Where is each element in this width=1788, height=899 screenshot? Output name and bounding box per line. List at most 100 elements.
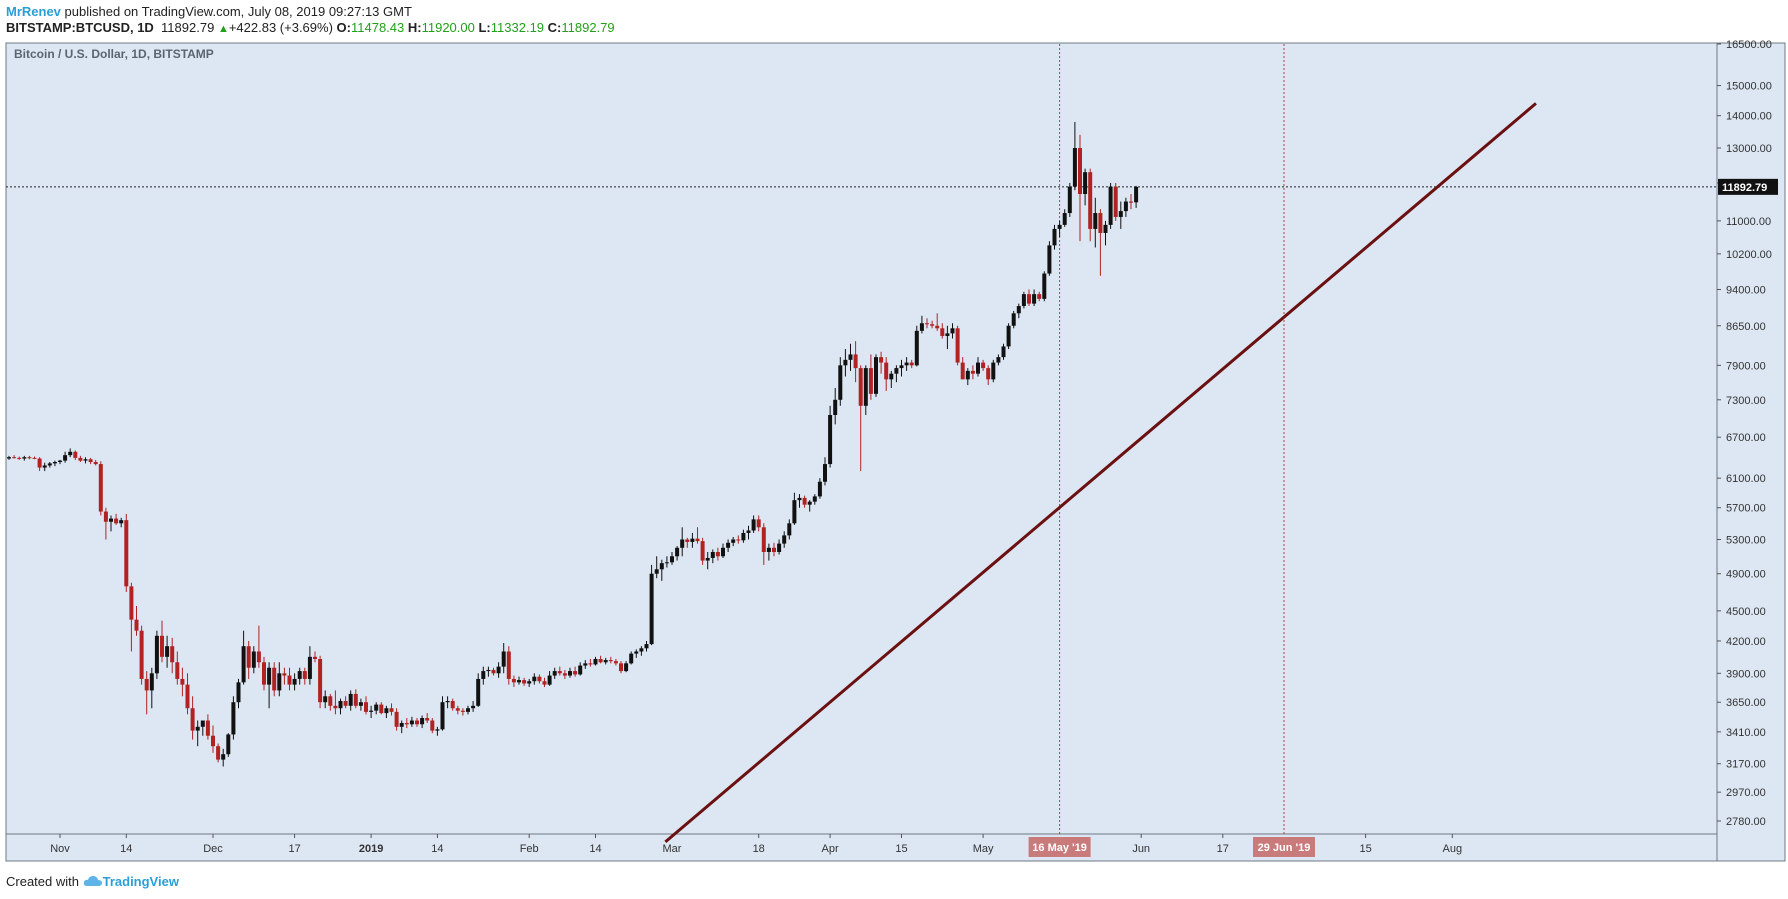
candle-body bbox=[425, 718, 430, 721]
candle-body bbox=[838, 365, 843, 400]
price-tick-label: 11000.00 bbox=[1726, 216, 1771, 228]
candle-body bbox=[751, 519, 756, 531]
candle-body bbox=[440, 702, 445, 730]
candle-body bbox=[185, 684, 190, 709]
candle-body bbox=[32, 457, 37, 459]
candle-body bbox=[272, 667, 277, 691]
ohlc-bar: BITSTAMP:BTCUSD, 1D 11892.79 ▲+422.83 (+… bbox=[6, 20, 615, 35]
candle-body bbox=[695, 538, 700, 542]
price-tick-label: 4200.00 bbox=[1726, 636, 1766, 648]
candle-body bbox=[63, 455, 68, 461]
candle-body bbox=[991, 362, 996, 380]
candle-body bbox=[537, 676, 542, 682]
candle-body bbox=[47, 463, 52, 466]
candle-body bbox=[1072, 148, 1077, 187]
candle-body bbox=[165, 646, 170, 657]
tradingview-cloud-icon bbox=[83, 875, 103, 890]
price-tick-label: 13000.00 bbox=[1726, 143, 1772, 155]
candle-body bbox=[267, 667, 272, 685]
candle-body bbox=[766, 547, 771, 553]
open-label: O: bbox=[336, 20, 351, 35]
candle-body bbox=[1006, 325, 1011, 347]
candle-body bbox=[302, 671, 307, 679]
price-tick-label: 10200.00 bbox=[1726, 249, 1772, 261]
candle-body bbox=[1047, 245, 1052, 274]
candle-body bbox=[358, 702, 363, 706]
last-price-badge-label: 11892.79 bbox=[1722, 182, 1767, 194]
candle-body bbox=[782, 535, 787, 544]
candle-body bbox=[144, 678, 149, 691]
tradingview-link[interactable]: TradingView bbox=[102, 874, 179, 889]
candle-body bbox=[501, 651, 506, 667]
trendline[interactable] bbox=[664, 102, 1537, 844]
candle-body bbox=[328, 696, 333, 706]
candle-body bbox=[175, 662, 180, 679]
price-tick-label: 2970.00 bbox=[1726, 787, 1766, 799]
candle-body bbox=[277, 673, 282, 691]
time-tick-label: 18 bbox=[753, 843, 765, 855]
candle-body bbox=[700, 541, 705, 561]
price-chart[interactable]: 2780.00 2970.00 3170.00 3410.00 3650.00 3900.… bbox=[0, 40, 1788, 864]
author-link[interactable]: MrRenev bbox=[6, 4, 61, 19]
candle-body bbox=[1016, 306, 1021, 314]
candle-body bbox=[578, 665, 583, 675]
candle-body bbox=[1021, 294, 1026, 307]
candle-body bbox=[736, 539, 741, 541]
candle-body bbox=[1057, 224, 1062, 229]
candle-body bbox=[996, 357, 1001, 363]
candle-body bbox=[517, 680, 521, 683]
candle-body bbox=[909, 362, 914, 366]
date-markers: 16 May '19 29 Jun '19 bbox=[1028, 837, 1315, 857]
candle-body bbox=[353, 693, 358, 706]
candle-body bbox=[1103, 224, 1108, 233]
candle-body bbox=[1011, 313, 1016, 326]
date-marker-badge bbox=[1253, 837, 1315, 857]
time-tick-label: 2019 bbox=[359, 843, 383, 855]
candle-body bbox=[772, 547, 776, 553]
symbol-label: BITSTAMP:BTCUSD, 1D bbox=[6, 20, 154, 35]
candle-body bbox=[522, 680, 527, 684]
chart-title: Bitcoin / U.S. Dollar, 1D, BITSTAMP bbox=[14, 47, 214, 61]
candle-body bbox=[593, 658, 598, 665]
candle-body bbox=[1098, 213, 1103, 233]
candle-body bbox=[1108, 186, 1113, 225]
last-price-badge: 11892.79 bbox=[1718, 178, 1778, 195]
time-axis: Nov 14 Dec 17 2019 14 Feb 14 Mar 18 Apr 15 May Jun 17 1… bbox=[50, 834, 1462, 855]
price-tick-label: 2780.00 bbox=[1726, 816, 1766, 828]
candle-body bbox=[1118, 211, 1123, 217]
candle-body bbox=[965, 370, 970, 380]
candle-body bbox=[884, 362, 889, 380]
time-tick-label: Dec bbox=[203, 843, 223, 855]
candle-body bbox=[37, 458, 42, 468]
candle-body bbox=[1042, 273, 1047, 299]
candle-body bbox=[1027, 294, 1031, 304]
candle-body bbox=[552, 671, 557, 676]
candle-body bbox=[976, 362, 980, 374]
candle-body bbox=[93, 461, 98, 465]
candle-body bbox=[547, 675, 552, 685]
time-tick-label: Jun bbox=[1132, 843, 1150, 855]
date-marker-label: 29 Jun '19 bbox=[1258, 842, 1311, 854]
candle-body bbox=[256, 651, 261, 663]
candle-body bbox=[124, 520, 129, 587]
time-tick-label: Apr bbox=[822, 843, 839, 855]
candle-body bbox=[1129, 201, 1133, 203]
candle-body bbox=[710, 552, 715, 558]
candle-body bbox=[603, 660, 608, 663]
candle-body bbox=[471, 705, 476, 709]
candle-body bbox=[904, 362, 909, 366]
publish-info: MrRenev published on TradingView.com, Ju… bbox=[6, 4, 412, 19]
candle-body bbox=[664, 562, 669, 564]
candle-body bbox=[506, 651, 511, 679]
candle-body bbox=[807, 501, 812, 505]
candle-body bbox=[1134, 186, 1139, 203]
candle-body bbox=[338, 701, 343, 709]
candle-body bbox=[802, 497, 807, 505]
candle-body bbox=[511, 678, 516, 683]
candle-body bbox=[858, 368, 863, 406]
price-tick-label: 3410.00 bbox=[1726, 727, 1766, 739]
candle-body bbox=[211, 735, 215, 747]
time-tick-label: 14 bbox=[431, 843, 443, 855]
candle-body bbox=[777, 543, 782, 553]
price-tick-label: 16500.00 bbox=[1726, 40, 1772, 51]
